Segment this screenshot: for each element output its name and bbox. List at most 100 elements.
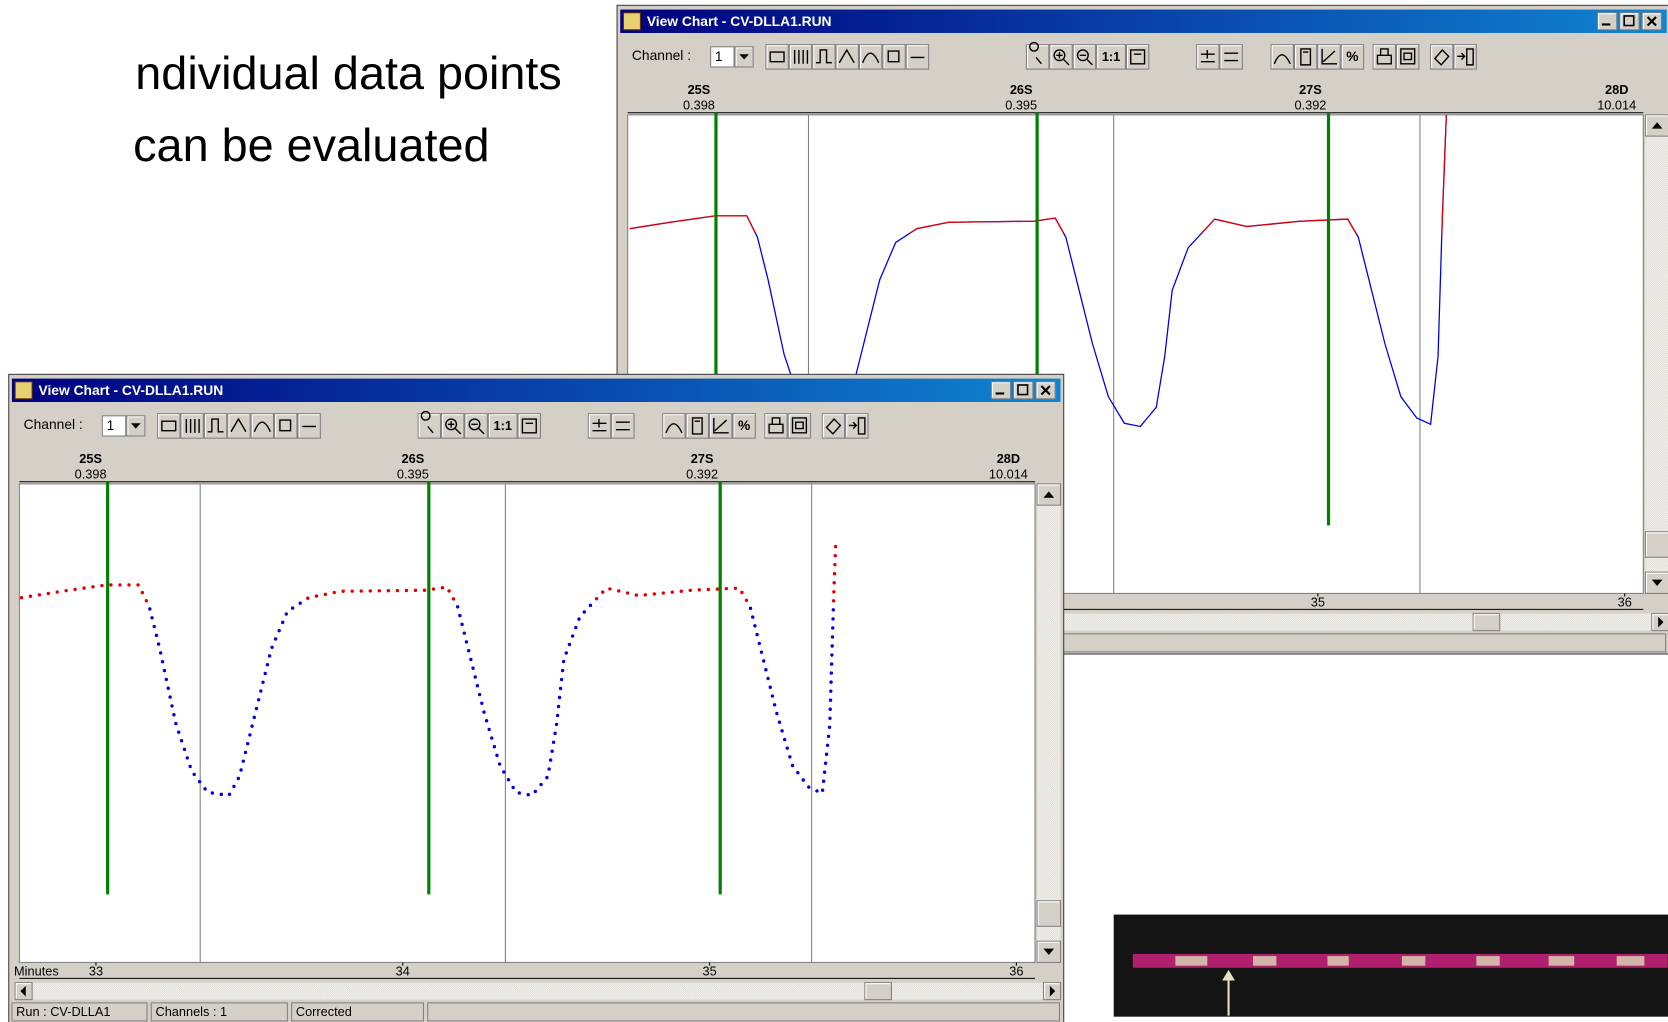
- toolbar-button[interactable]: [1125, 44, 1150, 70]
- v-scrollbar: [1645, 114, 1668, 594]
- toolbar-button[interactable]: [1293, 44, 1318, 70]
- bevel: [1454, 45, 1476, 69]
- minimize-button[interactable]: [990, 381, 1012, 400]
- data-point: [833, 562, 837, 567]
- data-point: [547, 767, 551, 771]
- marker-name: 28D: [997, 451, 1020, 466]
- toolbar-button[interactable]: [845, 413, 869, 439]
- glyph: [592, 419, 607, 432]
- data-point: [796, 771, 800, 775]
- window-title: View Chart - CV-DLLA1.RUN: [647, 13, 832, 29]
- toolbar-button[interactable]: [662, 413, 686, 439]
- toolbar-button[interactable]: [1430, 44, 1454, 70]
- glyph: [862, 52, 880, 64]
- data-point: [203, 787, 207, 791]
- data-point: [232, 784, 236, 789]
- glyph: [1376, 48, 1392, 65]
- tick-label: 33: [89, 963, 103, 978]
- toolbar-button[interactable]: [685, 413, 710, 439]
- toolbar-button[interactable]: [441, 413, 465, 439]
- scroll-thumb[interactable]: [1644, 531, 1668, 558]
- glyph: [887, 50, 900, 63]
- toolbar-button[interactable]: [1453, 44, 1477, 70]
- toolbar-button[interactable]: [1219, 44, 1243, 70]
- glyph: [768, 417, 784, 434]
- status-panel: [150, 1002, 288, 1022]
- bevel: [1097, 45, 1125, 69]
- toolbar-button[interactable]: [732, 413, 756, 439]
- data-point: [548, 758, 553, 762]
- toolbar-button[interactable]: [1396, 44, 1420, 70]
- toolbar-button[interactable]: [821, 413, 846, 439]
- toolbar-button[interactable]: [517, 413, 542, 439]
- glyph: [691, 417, 703, 435]
- toolbar-button[interactable]: [787, 413, 812, 439]
- toolbar-button[interactable]: [464, 413, 488, 439]
- toolbar-button[interactable]: [180, 413, 204, 439]
- data-point: [487, 727, 491, 732]
- data-point: [761, 659, 766, 663]
- channel-value: 1: [107, 417, 115, 433]
- toolbar-button[interactable]: [203, 413, 228, 439]
- minimize-button[interactable]: [1597, 12, 1618, 31]
- data-point: [241, 759, 246, 763]
- toolbar-button[interactable]: [835, 44, 859, 70]
- data-point: [643, 593, 647, 597]
- toolbar-button[interactable]: [1096, 44, 1126, 70]
- bevel: [275, 414, 296, 438]
- toolbar-button[interactable]: [812, 44, 836, 70]
- data-point: [495, 753, 499, 758]
- toolbar-button[interactable]: [250, 413, 275, 439]
- toolbar-button[interactable]: [274, 413, 298, 439]
- scroll-thumb[interactable]: [864, 982, 892, 1001]
- bevel: [733, 414, 755, 438]
- bevel: [1050, 45, 1072, 69]
- toolbar-button[interactable]: [764, 413, 788, 439]
- toolbar-button[interactable]: [1270, 44, 1294, 70]
- tick-label: 34: [396, 963, 410, 978]
- toolbar-button[interactable]: [765, 44, 789, 70]
- bevel: [1373, 45, 1395, 69]
- glyph: [825, 417, 842, 435]
- toolbar-button[interactable]: [882, 44, 906, 70]
- toolbar-button[interactable]: [227, 413, 251, 439]
- data-point: [263, 671, 267, 676]
- data-point: [833, 544, 838, 549]
- data-point: [661, 591, 665, 595]
- bevel: [686, 414, 708, 438]
- status-panel: [427, 1002, 1060, 1022]
- data-point: [564, 651, 568, 655]
- data-point: [160, 660, 165, 664]
- data-point: [706, 587, 711, 592]
- toolbar-button[interactable]: [1340, 44, 1365, 70]
- glyph: [1623, 15, 1635, 27]
- scroll-thumb[interactable]: [1036, 900, 1062, 927]
- toolbar-text: 1:1: [494, 418, 512, 433]
- data-point: [830, 635, 835, 639]
- data-point: [166, 686, 170, 690]
- toolbar-button[interactable]: [1072, 44, 1097, 70]
- data-point: [545, 775, 549, 780]
- data-point: [715, 587, 720, 591]
- toolbar-button[interactable]: [858, 44, 883, 70]
- data-point: [341, 589, 345, 593]
- data-point: [462, 631, 466, 635]
- toolbar-button[interactable]: [611, 413, 635, 439]
- toolbar-button[interactable]: [1049, 44, 1073, 70]
- data-point: [447, 589, 451, 593]
- axis-label: Minutes: [14, 963, 59, 978]
- bevel: [991, 382, 1010, 398]
- scroll-thumb[interactable]: [1472, 613, 1501, 632]
- toolbar-button[interactable]: [788, 44, 813, 70]
- glyph: [1651, 579, 1663, 586]
- bevel: [836, 45, 858, 69]
- data-point: [168, 695, 172, 699]
- data-point: [455, 605, 460, 609]
- data-point: [484, 719, 489, 723]
- bevel: [822, 414, 844, 438]
- toolbar-button[interactable]: [1372, 44, 1397, 70]
- data-point: [140, 590, 145, 595]
- toolbar-button[interactable]: [157, 413, 181, 439]
- toolbar-button[interactable]: [487, 413, 518, 439]
- glyph: [1601, 23, 1611, 26]
